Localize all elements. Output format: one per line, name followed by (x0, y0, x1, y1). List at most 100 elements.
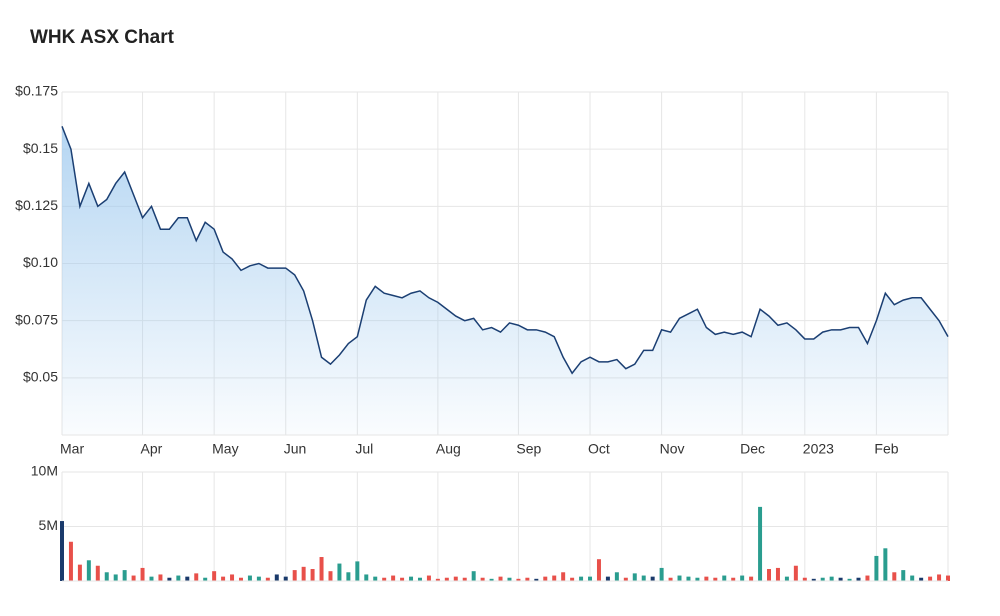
volume-bar (113, 574, 118, 581)
volume-bar (874, 555, 879, 581)
volume-bar (86, 560, 91, 581)
y-tick-label: $0.15 (23, 140, 58, 156)
volume-bar (811, 578, 816, 581)
volume-bar (722, 575, 727, 581)
volume-bar (552, 575, 557, 581)
x-tick-label: 2023 (803, 441, 834, 457)
volume-bar (561, 572, 566, 581)
x-tick-label: Dec (740, 441, 765, 457)
volume-bar (489, 578, 494, 581)
volume-bar (623, 577, 628, 581)
volume-bar (767, 569, 772, 581)
volume-bar (784, 576, 789, 581)
volume-bar (247, 575, 252, 581)
volume-bar (704, 576, 709, 581)
volume-bar (579, 576, 584, 581)
volume-bar (453, 576, 458, 581)
volume-bar (668, 577, 673, 581)
volume-bar (740, 575, 745, 581)
volume-bar (820, 577, 825, 581)
volume-bar (95, 565, 100, 581)
volume-bar (838, 577, 843, 581)
volume-bar (185, 576, 190, 581)
volume-bar (892, 572, 897, 581)
volume-bar (695, 577, 700, 581)
x-tick-label: Aug (436, 441, 461, 457)
volume-bar (194, 573, 199, 581)
volume-bar (543, 576, 548, 581)
volume-bar (203, 577, 208, 581)
volume-bar (373, 576, 378, 581)
volume-bar (847, 578, 852, 581)
volume-bar (686, 576, 691, 581)
volume-bar (400, 577, 405, 581)
y-tick-label: 5M (39, 517, 58, 533)
y-tick-label: $0.075 (15, 311, 58, 327)
volume-bar (507, 577, 512, 581)
volume-bar (176, 575, 181, 581)
volume-bar (292, 570, 297, 581)
volume-bar (919, 577, 924, 581)
x-tick-label: Oct (588, 441, 610, 457)
volume-bar (140, 567, 145, 581)
volume-bar (230, 574, 235, 581)
volume-bar (328, 571, 333, 581)
volume-bar (167, 577, 172, 581)
volume-bar (516, 578, 521, 581)
volume-bar (346, 572, 351, 581)
volume-bar (534, 578, 539, 581)
volume-bar (946, 575, 950, 581)
volume-bar (364, 574, 369, 581)
volume-bar (588, 576, 593, 581)
volume-bar (749, 576, 754, 581)
volume-bar (158, 574, 163, 581)
volume-bar (713, 577, 718, 581)
price-line (61, 126, 949, 375)
x-tick-label: Nov (660, 441, 685, 457)
y-tick-label: $0.175 (15, 83, 58, 99)
x-tick-label: Mar (60, 441, 84, 457)
x-tick-label: Feb (874, 441, 898, 457)
volume-bar (238, 577, 243, 581)
volume-bar (677, 575, 682, 581)
volume-bar (793, 565, 798, 581)
volume-bar (221, 576, 226, 581)
volume-bar (417, 577, 422, 581)
y-tick-label: $0.125 (15, 197, 58, 213)
volume-bar (104, 572, 109, 581)
volume-bar (409, 576, 414, 581)
volume-bar (310, 569, 315, 581)
volume-bar (829, 576, 834, 581)
volume-bar (131, 575, 136, 581)
volume-bar (865, 575, 870, 581)
volume-bar (256, 576, 261, 581)
volume-bar (274, 574, 279, 581)
volume-bar (426, 575, 431, 581)
volume-bar (605, 576, 610, 581)
volume-bar (471, 571, 476, 581)
price-area (62, 126, 948, 436)
volume-bar (659, 567, 664, 581)
volume-bar (650, 576, 655, 581)
volume-bar (444, 577, 449, 581)
x-tick-label: Jul (355, 441, 373, 457)
volume-bar (301, 566, 306, 581)
volume-bar (435, 578, 440, 581)
y-tick-label: $0.05 (23, 369, 58, 385)
volume-bar (937, 574, 942, 581)
x-tick-label: Apr (141, 441, 163, 457)
volume-bar (337, 563, 342, 581)
volume-bar (775, 567, 780, 581)
volume-bar (60, 521, 64, 581)
y-tick-label: $0.10 (23, 254, 58, 270)
chart-title: WHK ASX Chart (30, 27, 175, 48)
volume-bar (632, 573, 637, 581)
x-tick-label: Jun (284, 441, 307, 457)
volume-bar (614, 572, 619, 581)
volume-bar (265, 577, 270, 581)
volume-bar (758, 506, 763, 581)
volume-bar (355, 561, 360, 581)
volume-bar (928, 576, 933, 581)
volume-bar (641, 575, 646, 581)
volume-bar (212, 571, 217, 581)
